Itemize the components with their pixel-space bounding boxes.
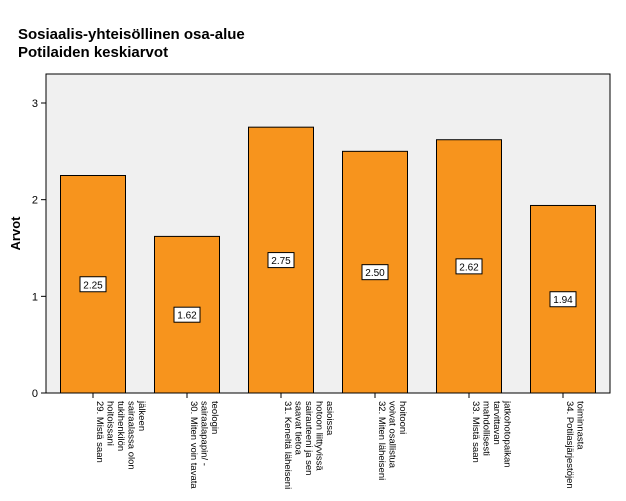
plot-area bbox=[45, 73, 611, 394]
category-label-3-line-1: 31. Keneltä läheiseni bbox=[282, 401, 293, 489]
y-tick-label-0: 0 bbox=[32, 388, 38, 400]
category-label-6-line-1: 34. Potilasjärjestöjen bbox=[564, 401, 575, 489]
chart-title: Sosiaalis-yhteisöllinen osa-alue bbox=[18, 26, 245, 43]
category-label-1-line-1: 29. Mistä saan bbox=[94, 401, 105, 463]
data-label-5: 2.62 bbox=[459, 262, 479, 273]
y-tick-label-1: 1 bbox=[32, 291, 38, 303]
category-label-4-line-1: 32. Miten läheiseni bbox=[376, 401, 387, 480]
category-label-2-line-2: sairaalapapin/ - bbox=[199, 401, 210, 466]
category-label-2-line-3: teologin bbox=[209, 401, 220, 434]
category-labels: 29. Mistä saan hoitoissani tukihenkilön sai… bbox=[92, 393, 586, 489]
data-label-4: 2.50 bbox=[365, 268, 385, 279]
category-label-3-line-5: asioissa bbox=[324, 401, 335, 436]
data-label-1: 2.25 bbox=[83, 280, 103, 291]
category-label-3-line-3: sairauteeni ja sen bbox=[303, 401, 314, 475]
category-label-5-line-4: jatkohotopaikan bbox=[502, 400, 513, 468]
category-label-6-line-2: toiminnasta bbox=[575, 401, 586, 450]
category-label-1-line-3: tukihenkilön bbox=[115, 401, 126, 451]
category-label-5-line-3: tarvittavan bbox=[491, 401, 502, 445]
category-label-2-line-1: 30. Miten voin tavata bbox=[188, 401, 199, 489]
title-block: Sosiaalis-yhteisöllinen osa-alue Potilai… bbox=[18, 26, 418, 62]
data-label-2: 1.62 bbox=[177, 311, 197, 322]
category-label-3-line-2: saavat tietoa bbox=[293, 401, 304, 456]
category-label-4-line-2: voivat osallistua bbox=[387, 401, 398, 469]
category-label-3: 31. Keneltä läheiseni saavat tietoa sairau… bbox=[282, 401, 335, 489]
category-label-6: 34. Potilasjärjestöjen toiminnasta bbox=[564, 401, 586, 489]
category-label-4-line-3: hoitooni bbox=[397, 401, 408, 434]
data-label-6: 1.94 bbox=[553, 295, 573, 306]
category-label-1-line-4: sairaalassa olon bbox=[126, 401, 137, 470]
y-tick-label-2: 2 bbox=[32, 195, 38, 207]
data-label-box-4 bbox=[361, 264, 389, 281]
category-label-1-line-2: hoitoissani bbox=[105, 401, 116, 446]
category-label-4: 32. Miten läheiseni voivat osallistua hoit… bbox=[376, 401, 408, 480]
category-label-1-line-5: jälkeen bbox=[136, 400, 147, 431]
y-tick-label-3: 3 bbox=[32, 98, 38, 110]
category-label-2: 30. Miten voin tavata sairaalapapin/ - teo… bbox=[188, 401, 220, 489]
data-labels: 2.25 1.62 2.75 2.50 2.62 1.94 bbox=[79, 252, 577, 323]
y-axis-label: Arvot bbox=[8, 216, 23, 251]
category-label-5-line-2: mahdollisesti bbox=[481, 401, 492, 456]
chart-subtitle: Potilaiden keskiarvot bbox=[18, 44, 169, 61]
data-label-box-6 bbox=[549, 291, 577, 308]
data-label-box-3 bbox=[267, 252, 295, 269]
category-label-5-line-1: 33. Mistä saan bbox=[470, 401, 481, 463]
axes: 0 1 2 3 bbox=[32, 98, 46, 400]
category-label-3-line-4: hotoon liittyvissä bbox=[314, 401, 325, 471]
data-label-box-2 bbox=[173, 306, 201, 323]
data-label-box-5 bbox=[455, 258, 483, 275]
data-label-box-1 bbox=[79, 276, 107, 293]
data-label-3: 2.75 bbox=[271, 256, 291, 267]
category-label-5: 33. Mistä saan mahdollisesti tarvittavan ja… bbox=[470, 400, 513, 468]
category-label-1: 29. Mistä saan hoitoissani tukihenkilön sai… bbox=[94, 400, 147, 470]
